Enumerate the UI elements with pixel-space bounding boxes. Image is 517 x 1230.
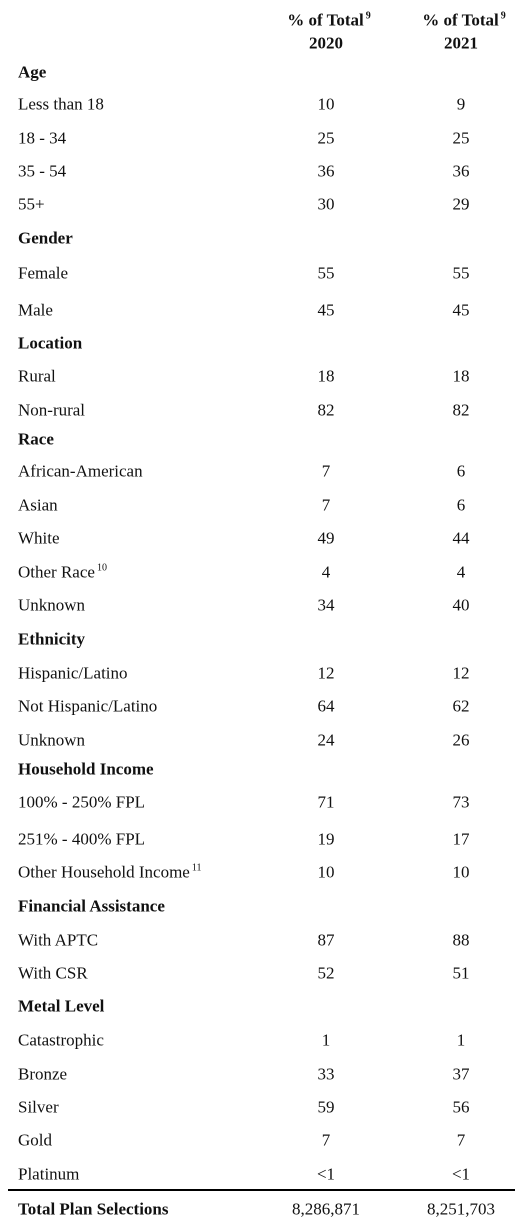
row-label: Female [18,263,69,283]
cell-value: 7 [456,1130,466,1150]
row-label: 251% - 400% FPL [18,829,146,849]
row-label: 55+ [18,194,45,214]
cell-value: 29 [452,194,470,214]
footnote-ref: 9 [365,10,371,22]
cell-value: 7 [321,461,331,481]
footnote-ref: 10 [96,562,107,574]
total-value: 8,251,703 [427,1199,495,1219]
row-label: Unknown [18,730,86,750]
row-label: Other Household Income 11 [18,862,202,882]
cell-value: 56 [452,1097,470,1117]
cell-value: 33 [317,1064,335,1084]
column-year: 2021 [444,33,478,53]
cell-value: 1 [321,1030,331,1050]
cell-value: 87 [317,930,335,950]
column-year: 2020 [309,33,343,53]
cell-value: <1 [451,1164,471,1184]
section-title: Financial Assistance [18,896,165,916]
cell-value: 10 [317,94,335,114]
row-label: Bronze [18,1064,68,1084]
footnote-ref: 11 [191,862,202,874]
column-header: % of Total 9 [422,10,506,30]
cell-value: 37 [452,1064,470,1084]
total-label: Total Plan Selections [18,1199,169,1219]
cell-value: 7 [321,495,331,515]
section-title: Metal Level [18,996,105,1016]
cell-value: 71 [317,792,335,812]
footnote-ref: 9 [500,10,506,22]
cell-value: 62 [452,696,470,716]
row-label: With APTC [18,930,99,950]
cell-value: 10 [452,862,470,882]
cell-value: 88 [452,930,470,950]
section-title: Location [18,333,83,353]
cell-value: 51 [452,963,470,983]
cell-value: 19 [317,829,335,849]
row-label: 18 - 34 [18,128,67,148]
cell-value: 4 [456,562,466,582]
cell-value: 34 [317,595,335,615]
cell-value: 12 [317,663,335,683]
cell-value: 18 [317,366,335,386]
row-label: Other Race 10 [18,562,107,582]
cell-value: 30 [317,194,335,214]
row-label: Male [18,300,53,320]
row-label: Catastrophic [18,1030,104,1050]
column-header: % of Total 9 [287,10,371,30]
total-value: 8,286,871 [292,1199,360,1219]
cell-value: 82 [317,400,335,420]
row-label: Platinum [18,1164,80,1184]
cell-value: 55 [317,263,335,283]
row-label: Asian [18,495,58,515]
row-label: Not Hispanic/Latino [18,696,158,716]
section-title: Ethnicity [18,629,86,649]
row-label: Non-rural [18,400,86,420]
cell-value: 7 [321,1130,331,1150]
row-label: Gold [18,1130,52,1150]
row-label: Less than 18 [18,94,104,114]
row-label: With CSR [18,963,88,983]
cell-value: 73 [452,792,470,812]
row-label: 100% - 250% FPL [18,792,146,812]
cell-value: 49 [317,528,335,548]
cell-value: 64 [317,696,335,716]
cell-value: 25 [317,128,335,148]
cell-value: 52 [317,963,335,983]
cell-value: 25 [452,128,470,148]
cell-value: 36 [452,161,470,181]
cell-value: 59 [317,1097,335,1117]
cell-value: 55 [452,263,470,283]
section-title: Race [18,429,54,449]
cell-value: 10 [317,862,335,882]
row-label: Hispanic/Latino [18,663,128,683]
cell-value: 44 [452,528,470,548]
row-label: Silver [18,1097,59,1117]
cell-value: 6 [456,461,466,481]
row-label: African-American [18,461,143,481]
cell-value: 36 [317,161,335,181]
cell-value: 26 [452,730,470,750]
cell-value: 82 [452,400,470,420]
row-label: White [18,528,60,548]
total-rule [8,1189,515,1191]
section-title: Gender [18,228,73,248]
cell-value: 1 [456,1030,466,1050]
cell-value: 18 [452,366,470,386]
row-label: Unknown [18,595,86,615]
cell-value: <1 [316,1164,336,1184]
cell-value: 12 [452,663,470,683]
section-title: Age [18,62,47,82]
cell-value: 40 [452,595,470,615]
cell-value: 24 [317,730,335,750]
section-title: Household Income [18,759,154,779]
cell-value: 45 [317,300,335,320]
cell-value: 6 [456,495,466,515]
row-label: Rural [18,366,56,386]
cell-value: 45 [452,300,470,320]
cell-value: 4 [321,562,331,582]
row-label: 35 - 54 [18,161,67,181]
cell-value: 9 [456,94,466,114]
cell-value: 17 [452,829,470,849]
